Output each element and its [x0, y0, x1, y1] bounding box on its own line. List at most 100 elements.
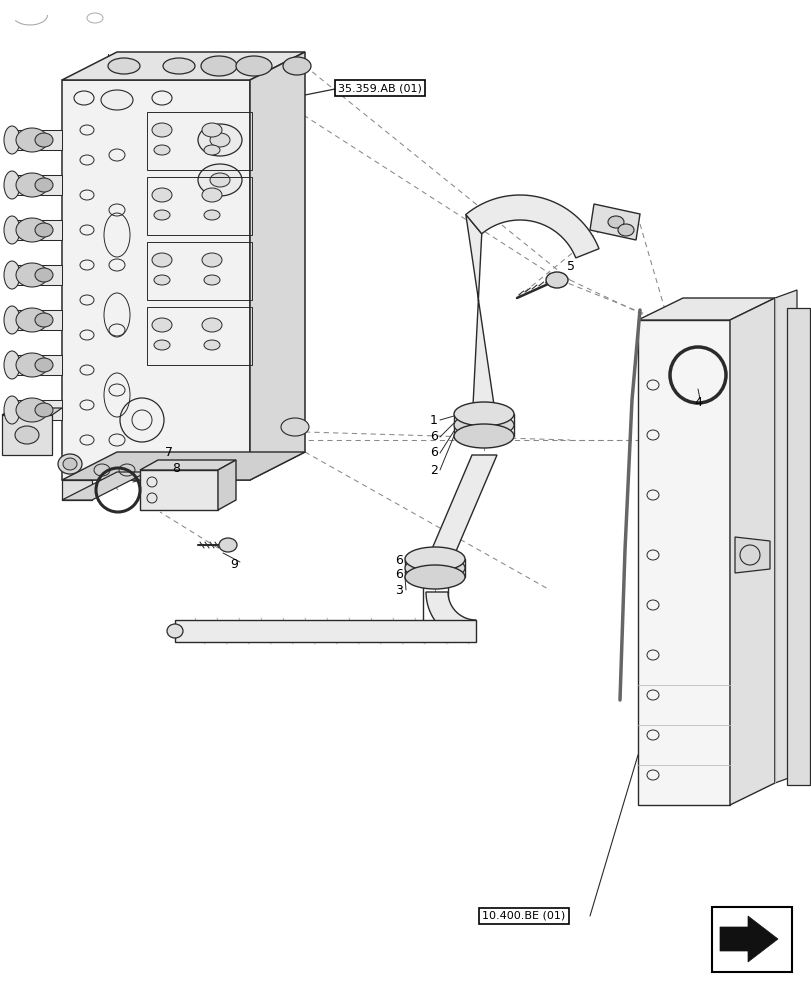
- Ellipse shape: [16, 308, 48, 332]
- Text: 6: 6: [394, 554, 402, 566]
- Polygon shape: [139, 470, 217, 510]
- Ellipse shape: [198, 124, 242, 156]
- Ellipse shape: [453, 402, 513, 426]
- Ellipse shape: [4, 306, 20, 334]
- Ellipse shape: [4, 171, 20, 199]
- Text: 4: 4: [693, 396, 701, 410]
- Polygon shape: [637, 320, 729, 805]
- Ellipse shape: [152, 123, 172, 137]
- Ellipse shape: [101, 90, 133, 110]
- Polygon shape: [250, 52, 305, 480]
- Ellipse shape: [16, 128, 48, 152]
- Ellipse shape: [405, 556, 465, 580]
- Ellipse shape: [4, 261, 20, 289]
- Text: 1: 1: [430, 414, 437, 426]
- Polygon shape: [62, 472, 147, 500]
- Ellipse shape: [4, 216, 20, 244]
- Polygon shape: [786, 308, 809, 785]
- Ellipse shape: [35, 313, 53, 327]
- Ellipse shape: [167, 624, 182, 638]
- Ellipse shape: [4, 351, 20, 379]
- Text: 6: 6: [430, 446, 437, 460]
- Text: 2: 2: [430, 464, 437, 477]
- Text: 8: 8: [172, 462, 180, 475]
- Ellipse shape: [405, 547, 465, 571]
- Ellipse shape: [4, 396, 20, 424]
- Ellipse shape: [607, 216, 623, 228]
- Ellipse shape: [154, 210, 169, 220]
- Ellipse shape: [281, 418, 309, 436]
- Polygon shape: [719, 916, 777, 962]
- Ellipse shape: [15, 426, 39, 444]
- Polygon shape: [12, 175, 62, 195]
- Polygon shape: [774, 290, 796, 783]
- Ellipse shape: [154, 340, 169, 350]
- Ellipse shape: [204, 210, 220, 220]
- Polygon shape: [217, 460, 236, 510]
- Polygon shape: [637, 298, 774, 320]
- Polygon shape: [139, 460, 236, 470]
- Ellipse shape: [405, 565, 465, 589]
- Ellipse shape: [35, 268, 53, 282]
- Ellipse shape: [35, 133, 53, 147]
- Ellipse shape: [16, 263, 48, 287]
- Ellipse shape: [163, 58, 195, 74]
- Polygon shape: [466, 215, 496, 425]
- Ellipse shape: [219, 538, 237, 552]
- Text: 3: 3: [394, 584, 402, 596]
- Ellipse shape: [35, 358, 53, 372]
- Ellipse shape: [63, 458, 77, 470]
- Ellipse shape: [204, 145, 220, 155]
- Text: 10.400.BE (01): 10.400.BE (01): [482, 911, 565, 921]
- Ellipse shape: [152, 188, 172, 202]
- Polygon shape: [426, 592, 475, 642]
- Ellipse shape: [4, 126, 20, 154]
- Ellipse shape: [210, 173, 230, 187]
- Ellipse shape: [453, 424, 513, 448]
- Polygon shape: [12, 310, 62, 330]
- Ellipse shape: [202, 123, 221, 137]
- Ellipse shape: [152, 253, 172, 267]
- Polygon shape: [62, 452, 305, 480]
- Polygon shape: [729, 298, 774, 805]
- Ellipse shape: [283, 57, 311, 75]
- Ellipse shape: [16, 173, 48, 197]
- Ellipse shape: [58, 454, 82, 474]
- Polygon shape: [62, 80, 250, 480]
- Polygon shape: [12, 265, 62, 285]
- Text: 35.359.AB (01): 35.359.AB (01): [337, 83, 422, 93]
- Ellipse shape: [236, 56, 272, 76]
- Polygon shape: [175, 620, 475, 642]
- Polygon shape: [12, 220, 62, 240]
- Ellipse shape: [202, 188, 221, 202]
- Ellipse shape: [545, 272, 568, 288]
- Polygon shape: [12, 130, 62, 150]
- Ellipse shape: [210, 133, 230, 147]
- Ellipse shape: [202, 253, 221, 267]
- Ellipse shape: [198, 164, 242, 196]
- Ellipse shape: [201, 56, 237, 76]
- Text: 6: 6: [430, 430, 437, 444]
- Ellipse shape: [204, 340, 220, 350]
- Polygon shape: [2, 408, 62, 415]
- Polygon shape: [62, 52, 305, 80]
- Polygon shape: [62, 480, 92, 500]
- Ellipse shape: [154, 275, 169, 285]
- Polygon shape: [12, 355, 62, 375]
- Ellipse shape: [16, 353, 48, 377]
- Ellipse shape: [16, 218, 48, 242]
- Ellipse shape: [16, 398, 48, 422]
- Text: 7: 7: [165, 446, 173, 458]
- Ellipse shape: [453, 413, 513, 437]
- Text: 5: 5: [566, 259, 574, 272]
- Ellipse shape: [35, 178, 53, 192]
- Ellipse shape: [35, 223, 53, 237]
- Ellipse shape: [202, 318, 221, 332]
- Polygon shape: [734, 537, 769, 573]
- Polygon shape: [590, 204, 639, 240]
- Ellipse shape: [154, 145, 169, 155]
- Polygon shape: [12, 400, 62, 420]
- Polygon shape: [2, 415, 52, 455]
- Ellipse shape: [108, 58, 139, 74]
- Text: 9: 9: [230, 558, 238, 572]
